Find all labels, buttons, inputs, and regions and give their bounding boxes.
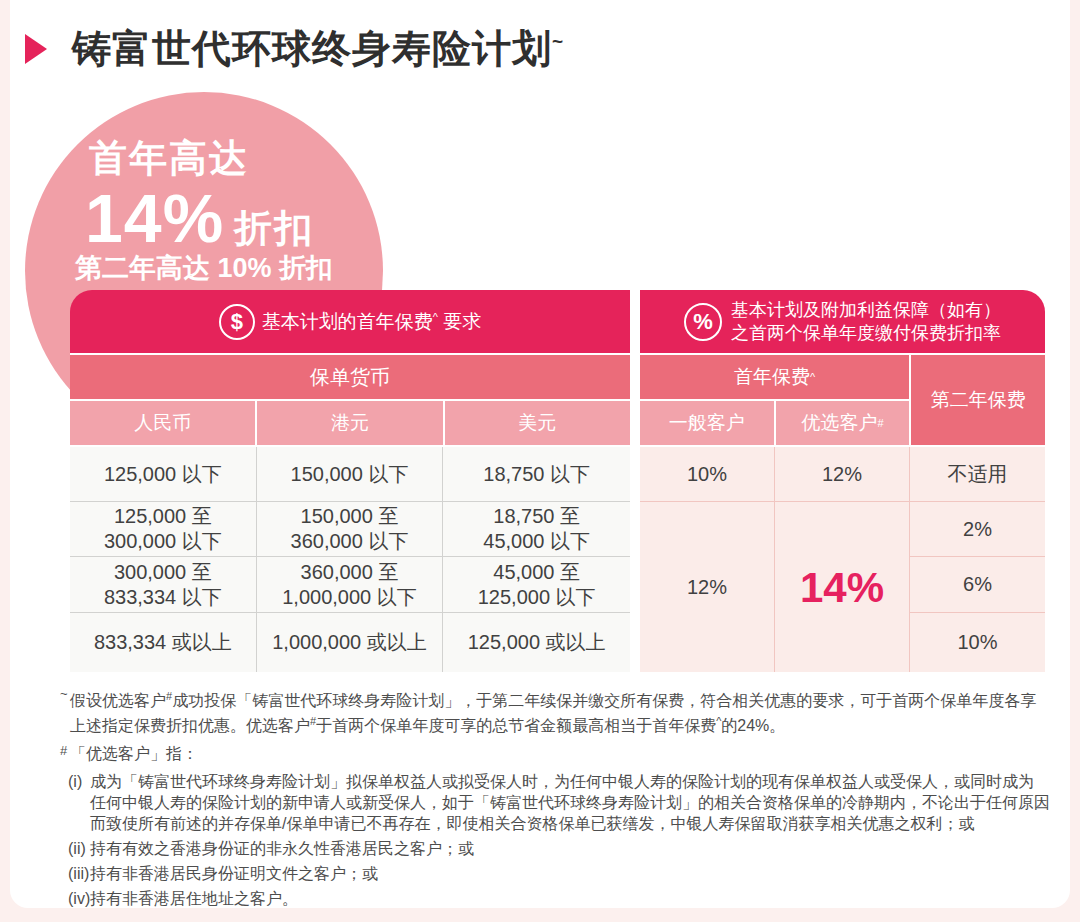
page-card: 铸富世代环球终身寿险计划~ 首年高达 14% 折扣 第二年高达 10% 折扣 $…: [10, 0, 1070, 908]
item-iv-marker: (iv): [68, 888, 90, 908]
table-cell: 10%: [910, 613, 1045, 672]
premium-header-text: 基本计划的首年保费^ 要求: [262, 309, 481, 335]
table-cell: 12%: [775, 447, 910, 502]
col-general-client: 一般客户: [640, 401, 774, 445]
table-cell: 45,000 至 125,000 以下: [443, 557, 630, 613]
discount-table-header: % 基本计划及附加利益保障（如有） 之首两个保单年度缴付保费折扣率: [640, 290, 1045, 353]
col-hkd: 港元: [257, 401, 442, 445]
page-title-row: 铸富世代环球终身寿险计划~: [25, 22, 564, 76]
table-cell: 150,000 至 360,000 以下: [257, 502, 444, 557]
merged-general-cell: 12%: [640, 502, 775, 672]
page-title-sup: ~: [552, 31, 564, 52]
table-cell: 125,000 至 300,000 以下: [70, 502, 257, 557]
currency-columns: 人民币 港元 美元: [70, 401, 630, 445]
footnote-tilde-marker: ~: [60, 683, 68, 704]
item-iv-text: 持有非香港居住地址之客户。: [90, 890, 298, 907]
table-cell: 833,334 或以上: [70, 613, 257, 672]
item-ii-marker: (ii): [68, 838, 86, 859]
table-cell: 1,000,000 或以上: [257, 613, 444, 672]
footnote-tilde: ~假设优选客户#成功投保「铸富世代环球终身寿险计划」，于第二年续保并缴交所有保费…: [62, 686, 1057, 737]
preferred-client-sup: #: [877, 417, 883, 429]
premium-table-header: $ 基本计划的首年保费^ 要求: [70, 290, 630, 353]
footnotes: ~假设优选客户#成功投保「铸富世代环球终身寿险计划」，于第二年续保并缴交所有保费…: [62, 686, 1057, 908]
footnote-item-i: (i) 成为「铸富世代环球终身寿险计划」拟保单权益人或拟受保人时，为任何中银人寿的…: [62, 771, 1057, 834]
discount-header-text: 基本计划及附加利益保障（如有） 之首两个保单年度缴付保费折扣率: [731, 299, 1001, 345]
col-rmb: 人民币: [70, 401, 255, 445]
footnote-item-iv: (iv)持有非香港居住地址之客户。: [62, 888, 1057, 908]
badge-big-percent: 14%: [85, 184, 224, 252]
badge-line2: 14% 折扣: [85, 184, 314, 252]
table-cell: 300,000 至 833,334 以下: [70, 557, 257, 613]
fn1-p1: 假设优选客户: [70, 692, 166, 709]
item-iii-marker: (iii): [68, 863, 89, 884]
page-title: 铸富世代环球终身寿险计划~: [72, 22, 564, 76]
first-year-sup: ^: [810, 371, 815, 383]
premium-header-post: 要求: [443, 311, 481, 332]
discount-table: % 基本计划及附加利益保障（如有） 之首两个保单年度缴付保费折扣率 首年保费^ 第…: [640, 290, 1045, 672]
page-title-text: 铸富世代环球终身寿险计划: [72, 27, 552, 70]
fn2-text: 「优选客户」指：: [70, 745, 198, 762]
fn1-p4: 的24%。: [721, 718, 785, 735]
footnote-item-ii: (ii)持有有效之香港身份证的非永久性香港居民之客户；或: [62, 838, 1057, 859]
badge-line3: 第二年高达 10% 折扣: [75, 250, 333, 286]
table-cell: 360,000 至 1,000,000 以下: [257, 557, 444, 613]
premium-header-pre: 基本计划的首年保费: [262, 311, 433, 332]
second-year-premium-band: 第二年保费: [911, 355, 1045, 445]
item-i-text: 成为「铸富世代环球终身寿险计划」拟保单权益人或拟受保人时，为任何中银人寿的保险计…: [90, 773, 1050, 832]
discount-header-line1: 基本计划及附加利益保障（如有）: [731, 300, 1001, 320]
col-usd: 美元: [445, 401, 630, 445]
table-cell: 18,750 以下: [443, 447, 630, 502]
policy-currency-band: 保单货币: [70, 355, 630, 399]
table-cell: 2%: [910, 502, 1045, 557]
col-preferred-client: 优选客户#: [776, 401, 910, 445]
fn1-p3: 于首两个保单年度可享的总节省金额最高相当于首年保费: [316, 718, 716, 735]
premium-header-sup: ^: [433, 310, 438, 322]
table-cell: 不适用: [910, 447, 1045, 502]
footnote-hash: #「优选客户」指：: [62, 743, 1057, 764]
badge-line1: 首年高达: [89, 136, 249, 182]
discount-subheader: 首年保费^ 第二年保费 一般客户 优选客户#: [640, 355, 1045, 445]
percent-icon: %: [684, 303, 722, 341]
table-cell: 10%: [640, 447, 775, 502]
discount-header-line2: 之首两个保单年度缴付保费折扣率: [731, 323, 1001, 343]
first-year-label: 首年保费: [734, 364, 810, 390]
preferred-client-label: 优选客户: [801, 410, 877, 436]
table-cell: 150,000 以下: [257, 447, 444, 502]
footnote-hash-marker: #: [60, 740, 67, 761]
item-ii-text: 持有有效之香港身份证的非永久性香港居民之客户；或: [90, 840, 474, 857]
footnote-item-iii: (iii)持有非香港居民身份证明文件之客户；或: [62, 863, 1057, 884]
first-year-premium-band: 首年保费^: [640, 355, 909, 399]
discount-table-body: 10% 12% 不适用 12% 14% 2% 6% 10%: [640, 447, 1045, 672]
table-cell: 6%: [910, 557, 1045, 613]
item-i-marker: (i): [68, 771, 82, 792]
badge-big-suffix: 折扣: [234, 208, 314, 250]
merged-preferred-cell: 14%: [775, 502, 910, 672]
table-cell: 18,750 至 45,000 以下: [443, 502, 630, 557]
item-iii-text: 持有非香港居民身份证明文件之客户；或: [90, 865, 378, 882]
premium-table: $ 基本计划的首年保费^ 要求 保单货币 人民币 港元 美元 125,000 以…: [70, 290, 630, 672]
dollar-icon: $: [219, 304, 255, 340]
title-arrow-icon: [25, 34, 47, 64]
table-cell: 125,000 或以上: [443, 613, 630, 672]
table-cell: 125,000 以下: [70, 447, 257, 502]
premium-table-body: 125,000 以下 150,000 以下 18,750 以下 125,000 …: [70, 447, 630, 672]
